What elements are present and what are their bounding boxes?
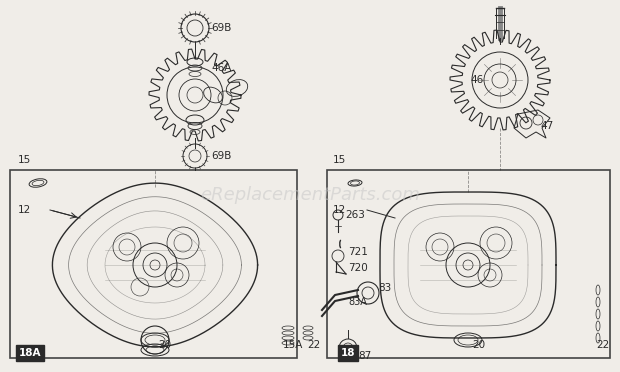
Text: 15: 15 [333, 155, 346, 165]
Text: 69B: 69B [211, 151, 231, 161]
Text: 22: 22 [596, 340, 609, 350]
Text: 20: 20 [472, 340, 485, 350]
Text: 15A: 15A [283, 340, 303, 350]
Text: eReplacementParts.com: eReplacementParts.com [200, 186, 420, 204]
Text: 18A: 18A [19, 348, 42, 358]
Text: 46: 46 [470, 75, 483, 85]
Text: 263: 263 [345, 210, 365, 220]
Text: 69B: 69B [211, 23, 231, 33]
Text: 20: 20 [158, 340, 171, 350]
Text: 12: 12 [333, 205, 346, 215]
Text: 87: 87 [358, 351, 371, 361]
Text: 83: 83 [378, 283, 391, 293]
Text: 46A: 46A [211, 63, 231, 73]
Text: 18: 18 [341, 348, 355, 358]
Text: 720: 720 [348, 263, 368, 273]
Bar [10, 170, 297, 358]
Text: 22: 22 [307, 340, 321, 350]
Text: 83A: 83A [348, 297, 367, 307]
Bar [327, 170, 610, 358]
Text: 12: 12 [18, 205, 31, 215]
Text: 15: 15 [18, 155, 31, 165]
Text: 721: 721 [348, 247, 368, 257]
Text: 47: 47 [540, 121, 553, 131]
